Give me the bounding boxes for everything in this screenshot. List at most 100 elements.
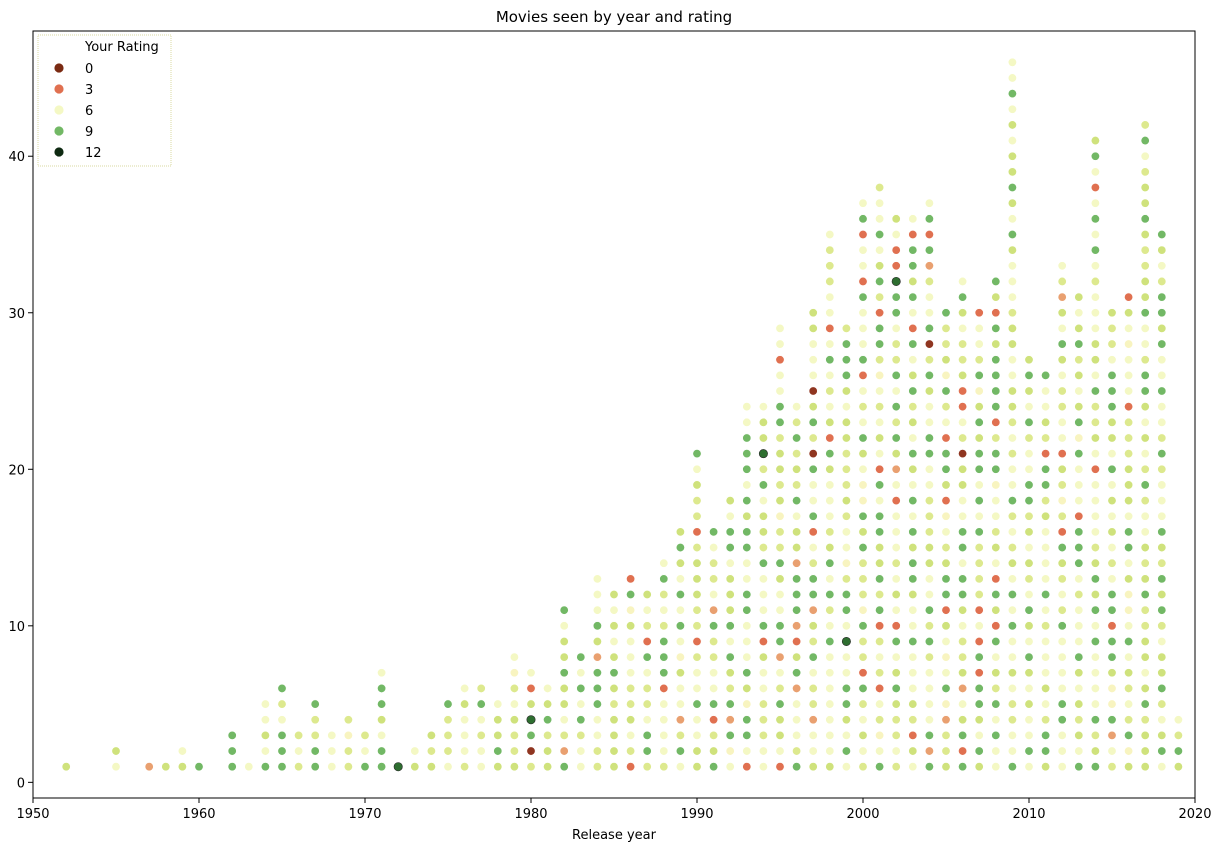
data-point <box>958 339 968 349</box>
data-point <box>227 762 237 772</box>
data-point <box>1157 605 1167 615</box>
data-point <box>875 511 885 521</box>
data-point <box>659 762 669 772</box>
data-point <box>1140 746 1150 756</box>
data-point <box>924 214 934 224</box>
data-point <box>858 355 868 365</box>
data-point <box>725 496 735 506</box>
data-point <box>891 464 901 474</box>
data-point <box>1057 527 1067 537</box>
data-point <box>841 480 851 490</box>
legend: Your Rating 0 3 6 9 12 <box>37 34 172 167</box>
data-point <box>825 527 835 537</box>
data-point <box>908 527 918 537</box>
data-point <box>825 668 835 678</box>
data-point <box>974 308 984 318</box>
data-point <box>908 245 918 255</box>
data-point <box>958 449 968 459</box>
data-point <box>908 652 918 662</box>
data-point <box>908 261 918 271</box>
x-tick-label: 1950 <box>16 807 49 822</box>
data-point <box>1157 558 1167 568</box>
data-point <box>410 762 420 772</box>
data-point <box>692 668 702 678</box>
data-point <box>1124 433 1134 443</box>
data-point <box>958 276 968 286</box>
data-point <box>1107 480 1117 490</box>
data-point <box>825 746 835 756</box>
data-point <box>1157 715 1167 725</box>
data-point <box>692 652 702 662</box>
data-point <box>1074 370 1084 380</box>
data-point <box>924 668 934 678</box>
data-point <box>1124 730 1134 740</box>
data-point <box>1090 151 1100 161</box>
data-point <box>1057 543 1067 553</box>
data-point <box>1107 730 1117 740</box>
data-point <box>609 605 619 615</box>
data-point <box>991 527 1001 537</box>
data-point <box>792 449 802 459</box>
data-point <box>792 762 802 772</box>
data-point <box>825 245 835 255</box>
data-point <box>592 574 602 584</box>
data-point <box>443 746 453 756</box>
data-point <box>841 370 851 380</box>
data-point <box>974 621 984 631</box>
data-point <box>841 543 851 553</box>
data-point <box>941 558 951 568</box>
data-point <box>377 668 387 678</box>
data-point <box>1041 402 1051 412</box>
data-point <box>709 746 719 756</box>
data-point <box>1057 652 1067 662</box>
data-point <box>725 668 735 678</box>
data-point <box>775 370 785 380</box>
data-point <box>1124 386 1134 396</box>
data-point <box>875 543 885 553</box>
data-point <box>1074 417 1084 427</box>
data-point <box>941 511 951 521</box>
data-point <box>974 574 984 584</box>
data-point <box>1007 652 1017 662</box>
data-point <box>941 543 951 553</box>
data-point <box>908 464 918 474</box>
data-point <box>875 464 885 474</box>
data-point <box>1090 261 1100 271</box>
data-point <box>775 746 785 756</box>
data-point <box>841 746 851 756</box>
data-point <box>742 715 752 725</box>
data-point <box>1140 167 1150 177</box>
data-point <box>1007 480 1017 490</box>
data-point <box>1107 558 1117 568</box>
legend-label: 9 <box>85 125 93 140</box>
data-point <box>1157 417 1167 427</box>
data-point <box>709 762 719 772</box>
data-point <box>875 480 885 490</box>
data-point <box>675 636 685 646</box>
data-point <box>974 715 984 725</box>
data-point <box>692 574 702 584</box>
data-point <box>1124 417 1134 427</box>
legend-label: 12 <box>85 146 102 161</box>
data-point <box>742 496 752 506</box>
data-point <box>1157 543 1167 553</box>
data-point <box>825 229 835 239</box>
data-point <box>543 762 553 772</box>
data-point <box>692 715 702 725</box>
data-point <box>1090 433 1100 443</box>
data-point <box>808 730 818 740</box>
data-point <box>958 746 968 756</box>
data-point <box>908 355 918 365</box>
data-point <box>908 636 918 646</box>
data-point <box>626 590 636 600</box>
data-point <box>260 699 270 709</box>
data-point <box>1074 730 1084 740</box>
data-point <box>808 464 818 474</box>
data-point <box>1157 276 1167 286</box>
data-point <box>742 417 752 427</box>
data-point <box>626 574 636 584</box>
data-point <box>1157 699 1167 709</box>
data-point <box>177 762 187 772</box>
data-point <box>775 590 785 600</box>
data-point <box>576 715 586 725</box>
